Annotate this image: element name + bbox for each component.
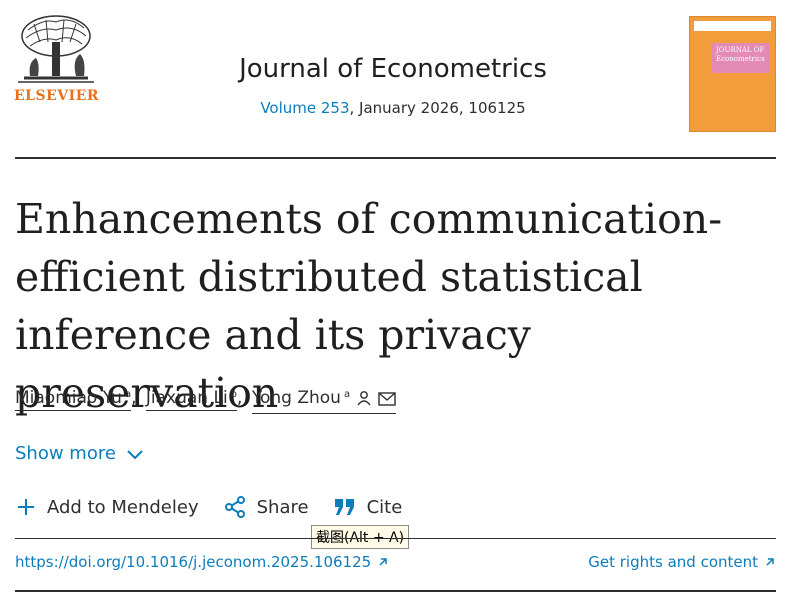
elsevier-logo[interactable] [14, 12, 98, 86]
chevron-down-icon [127, 449, 143, 459]
author-list: Miaomiao Yu a, Jiaxuan Li b, Yong Zhou a [15, 388, 397, 414]
author-name: Yong Zhou [251, 388, 341, 408]
show-more-label: Show more [15, 443, 116, 464]
journal-issue-info: Volume 253, January 2026, 106125 [0, 99, 786, 117]
journal-cover-thumbnail[interactable]: JOURNAL OF Econometrics [689, 16, 776, 132]
article-title: Enhancements of communication-efficient … [15, 195, 723, 417]
external-link-icon [379, 558, 387, 566]
doi-link[interactable]: https://doi.org/10.1016/j.jeconom.2025.1… [15, 553, 389, 571]
volume-link[interactable]: Volume 253 [260, 99, 350, 117]
show-more-toggle[interactable]: Show more [15, 443, 144, 464]
affiliation-marker: a [343, 389, 351, 400]
external-link-icon [766, 558, 774, 566]
author-separator: , [237, 388, 243, 408]
author-link[interactable]: Jiaxuan Li b [145, 388, 238, 411]
affiliation-marker: a [124, 389, 132, 400]
author-name: Jiaxuan Li [145, 388, 228, 408]
mendeley-label: Add to Mendeley [47, 496, 199, 518]
cover-title: JOURNAL OF Econometrics [712, 43, 769, 73]
article-actions: Add to Mendeley Share Cite [15, 495, 426, 519]
header-divider [15, 157, 776, 159]
share-icon [224, 496, 245, 518]
add-to-mendeley-button[interactable]: Add to Mendeley [15, 496, 199, 518]
journal-title[interactable]: Journal of Econometrics [239, 54, 547, 84]
author-link[interactable]: Miaomiao Yu a [15, 388, 132, 411]
rights-text: Get rights and content [588, 553, 758, 571]
author-link[interactable]: Yong Zhou a [251, 388, 397, 414]
footer-divider [15, 590, 776, 592]
issue-details: , January 2026, 106125 [349, 99, 526, 117]
actions-divider [15, 538, 776, 539]
author-separator: , [131, 388, 137, 408]
share-label: Share [256, 496, 309, 518]
screenshot-tooltip: 截图(Alt + A) [311, 525, 410, 549]
affiliation-marker: b [230, 389, 238, 400]
cover-header-strip [694, 21, 771, 31]
doi-text: https://doi.org/10.1016/j.jeconom.2025.1… [15, 553, 372, 571]
email-icon [378, 391, 396, 411]
cite-button[interactable]: Cite [333, 496, 403, 518]
author-name: Miaomiao Yu [15, 388, 122, 408]
person-icon [356, 390, 372, 411]
cite-label: Cite [366, 496, 403, 518]
quote-icon [334, 499, 354, 515]
plus-icon [18, 499, 34, 515]
elsevier-tree-icon [14, 12, 98, 86]
share-button[interactable]: Share [223, 495, 309, 519]
publisher-name: ELSEVIER [14, 88, 100, 104]
rights-link[interactable]: Get rights and content [588, 553, 776, 571]
